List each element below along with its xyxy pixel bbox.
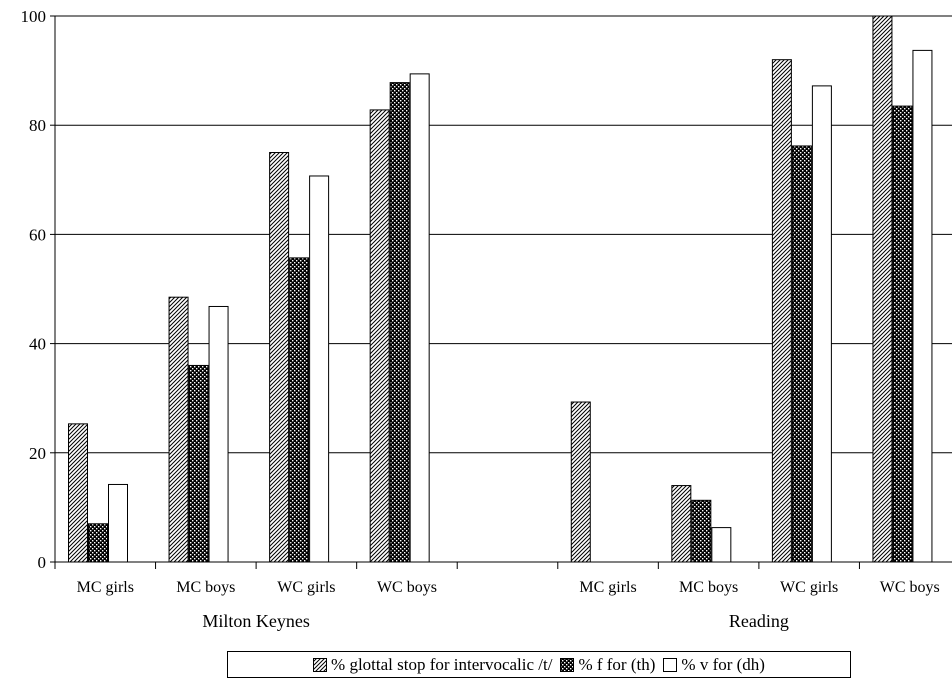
x-tick-label: WC girls [780, 579, 838, 596]
legend-item-f-for-th: % f for (th) [560, 655, 655, 675]
legend-swatch-white [663, 657, 678, 672]
bar [68, 423, 88, 563]
bar [289, 257, 310, 563]
y-tick-label: 20 [29, 444, 46, 463]
x-tick-label: WC boys [377, 579, 437, 596]
labels: 0 20 40 60 80 100 MC girls MC boys WC girls WC bo… [21, 7, 940, 631]
bars [68, 15, 933, 563]
legend-item-v-for-dh: % v for (dh) [663, 655, 765, 675]
bar [872, 15, 893, 563]
bar [570, 401, 591, 563]
bar [791, 145, 812, 563]
bar [711, 527, 732, 563]
legend-swatch-cross [560, 657, 575, 672]
x-tick-label: WC girls [277, 579, 335, 596]
legend-label-v-for-dh: % v for (dh) [681, 654, 765, 674]
bar [912, 49, 933, 563]
bar [108, 483, 128, 563]
bar [188, 364, 209, 563]
legend-swatch-hatch [313, 657, 328, 672]
x-tick-label: WC boys [880, 579, 940, 596]
y-tick-label: 60 [29, 225, 46, 244]
bar [88, 523, 108, 563]
group-label: Milton Keynes [202, 611, 310, 631]
y-tick-label: 80 [29, 116, 46, 135]
bar [691, 499, 712, 563]
bar [892, 105, 913, 563]
y-tick-label: 100 [21, 7, 47, 26]
group-label: Reading [729, 611, 789, 631]
legend: % glottal stop for intervocalic /t/ % f … [227, 651, 851, 678]
x-tick-label: MC boys [176, 579, 235, 596]
y-tick-label: 40 [29, 335, 46, 354]
bar [208, 305, 229, 563]
y-tick-label: 0 [38, 553, 47, 572]
legend-label-f-for-th: % f for (th) [578, 654, 656, 674]
bar [269, 152, 290, 563]
bar [369, 109, 390, 563]
axes [50, 15, 952, 569]
bar [389, 82, 410, 563]
x-tick-label: MC girls [579, 579, 636, 596]
bar [771, 59, 792, 563]
bar [309, 175, 330, 563]
bar [409, 73, 430, 563]
legend-item-glottal-stop: % glottal stop for intervocalic /t/ [313, 655, 552, 675]
x-tick-label: MC girls [77, 579, 134, 596]
bar [168, 296, 189, 563]
x-tick-label: MC boys [679, 579, 738, 596]
legend-label-glottal-stop: % glottal stop for intervocalic /t/ [331, 654, 553, 674]
bar [811, 85, 832, 563]
bar [671, 485, 692, 563]
